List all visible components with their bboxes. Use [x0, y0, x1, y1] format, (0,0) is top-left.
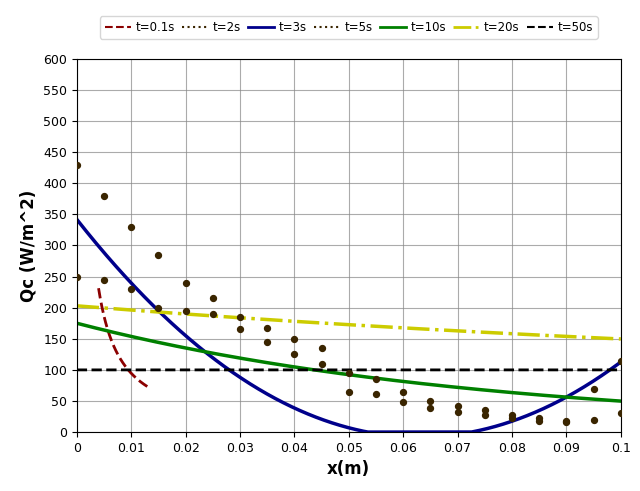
Point	[99, 276, 109, 284]
Point	[207, 295, 218, 302]
Point	[588, 416, 598, 424]
Point	[99, 192, 109, 200]
Point	[289, 351, 300, 358]
Point	[561, 417, 572, 425]
Point	[398, 388, 408, 396]
Point	[371, 389, 381, 397]
Point	[371, 375, 381, 383]
Point	[480, 411, 490, 419]
Point	[72, 161, 82, 168]
Point	[534, 417, 545, 425]
Point	[289, 335, 300, 343]
Point	[588, 384, 598, 392]
Point	[344, 369, 354, 377]
Point	[616, 356, 626, 364]
Point	[262, 338, 273, 346]
Point	[153, 251, 163, 259]
Point	[262, 324, 273, 331]
Point	[561, 418, 572, 426]
Legend: t=0.1s, t=2s, t=3s, t=5s, t=10s, t=20s, t=50s: t=0.1s, t=2s, t=3s, t=5s, t=10s, t=20s, …	[100, 16, 598, 39]
Point	[153, 304, 163, 312]
Point	[235, 326, 245, 333]
Point	[126, 285, 136, 293]
Point	[180, 307, 191, 315]
Point	[452, 408, 463, 416]
Point	[207, 310, 218, 318]
Point	[426, 405, 436, 412]
Point	[72, 273, 82, 280]
Point	[534, 414, 545, 422]
Y-axis label: Qc (W/m^2): Qc (W/m^2)	[20, 190, 38, 301]
Point	[180, 279, 191, 287]
Point	[235, 313, 245, 321]
Point	[316, 360, 326, 368]
Point	[480, 407, 490, 414]
Point	[398, 398, 408, 406]
Point	[126, 223, 136, 231]
Point	[616, 409, 626, 417]
X-axis label: x(m): x(m)	[327, 461, 371, 478]
Point	[316, 344, 326, 352]
Point	[507, 414, 517, 422]
Point	[452, 402, 463, 410]
Point	[507, 411, 517, 419]
Point	[426, 397, 436, 405]
Point	[344, 388, 354, 396]
